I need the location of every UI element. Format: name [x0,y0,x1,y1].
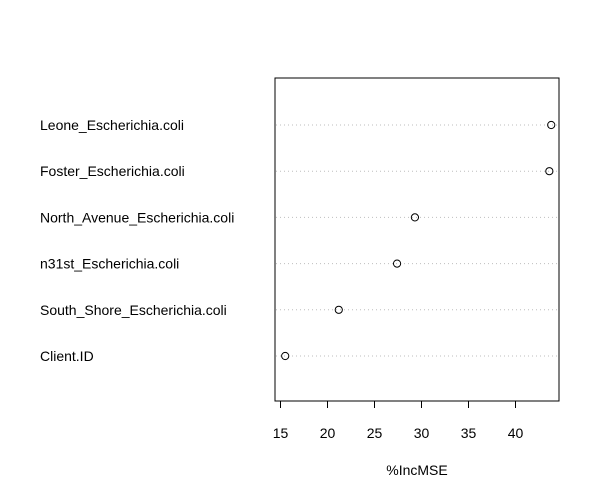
data-point [547,120,556,130]
x-tick-label: 35 [461,425,477,441]
category-label: North_Avenue_Escherichia.coli [40,209,234,225]
x-tick-label: 30 [414,425,430,441]
data-point [392,259,402,268]
category-label: South_Shore_Escherichia.coli [40,302,227,318]
x-axis: 15 20 25 30 35 40 [273,400,524,441]
data-points [281,120,556,361]
data-point [545,167,554,176]
x-tick-label: 15 [273,425,289,441]
data-point [334,305,343,314]
x-axis-label: %IncMSE [386,462,447,478]
x-tick-label: 20 [320,425,336,441]
grid-lines [276,124,558,357]
data-point [281,351,290,361]
category-label: Client.ID [40,348,94,364]
x-tick-label: 40 [508,425,524,441]
category-label: Leone_Escherichia.coli [40,117,184,133]
category-label: n31st_Escherichia.coli [40,256,179,272]
x-tick-label: 25 [367,425,383,441]
category-label: Foster_Escherichia.coli [40,163,185,179]
data-point [410,213,420,222]
category-labels: Leone_Escherichia.coli Foster_Escherichia… [40,117,234,364]
